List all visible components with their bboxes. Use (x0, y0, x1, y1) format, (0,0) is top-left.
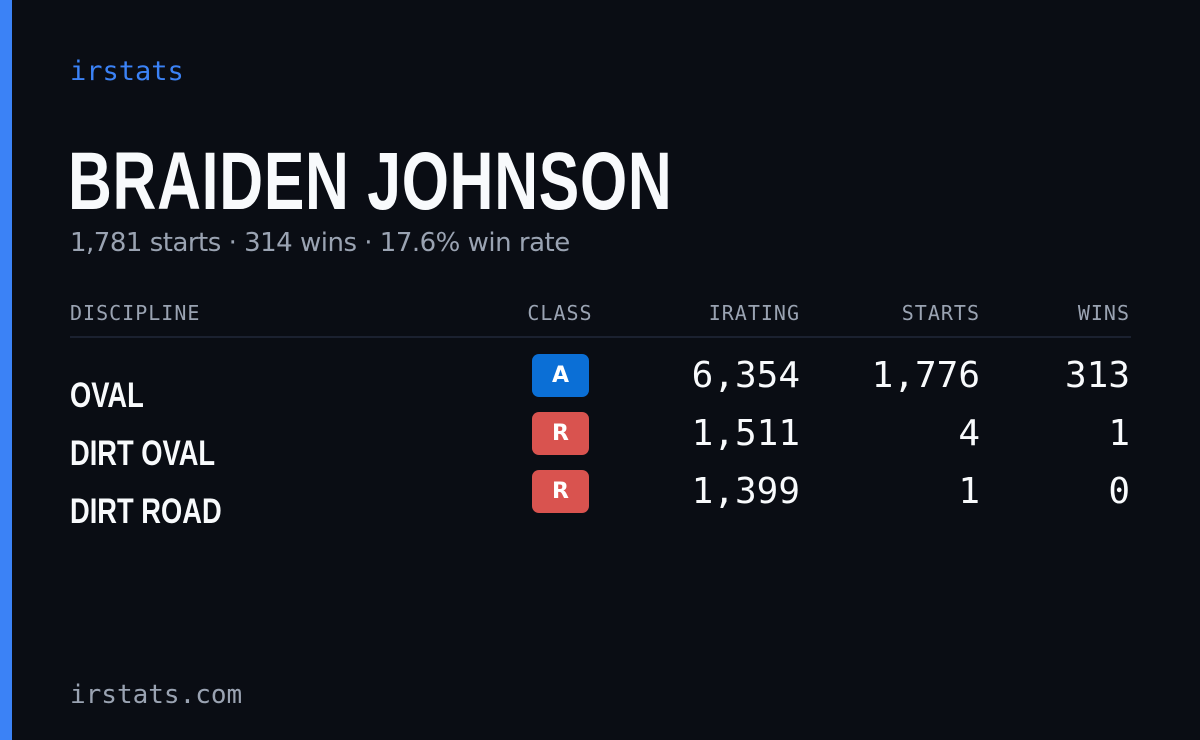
class-badge: A (532, 354, 589, 397)
discipline-name: DIRT OVAL (70, 434, 216, 473)
discipline-name: DIRT ROAD (70, 492, 222, 531)
brand-logo: irstats (70, 56, 184, 87)
header-irating: IRATING (708, 301, 800, 325)
starts-value: 1,776 (871, 355, 980, 396)
header-class-label: CLASS (527, 301, 593, 325)
table-row: OVAL A 6,354 1,776 313 (70, 354, 1131, 415)
table-row: DIRT OVAL R 1,511 4 1 (70, 412, 1131, 473)
wins-value: 1 (1108, 413, 1130, 454)
starts-value: 4 (958, 413, 980, 454)
starts-value: 1 (958, 471, 980, 512)
irating-value: 1,399 (691, 471, 800, 512)
discipline-name: OVAL (70, 376, 144, 415)
header-starts: STARTS (901, 301, 980, 325)
driver-name: BRAIDEN JOHNSON (68, 136, 673, 227)
wins-value: 0 (1108, 471, 1130, 512)
table-header: DISCIPLINE CLASS IRATING STARTS WINS (70, 296, 1131, 338)
header-wins: WINS (1077, 301, 1130, 325)
class-badge: R (532, 470, 589, 513)
irating-value: 1,511 (691, 413, 800, 454)
irating-value: 6,354 (691, 355, 800, 396)
class-badge: R (532, 412, 589, 455)
header-discipline: DISCIPLINE (70, 301, 201, 325)
driver-summary: 1,781 starts · 314 wins · 17.6% win rate (70, 228, 570, 258)
stats-table: DISCIPLINE CLASS IRATING STARTS WINS OVA… (70, 296, 1131, 531)
accent-bar (0, 0, 12, 740)
table-body: OVAL A 6,354 1,776 313 DIRT OVAL R 1,511… (70, 354, 1131, 531)
table-row: DIRT ROAD R 1,399 1 0 (70, 470, 1131, 531)
footer-url: irstats.com (70, 680, 243, 710)
wins-value: 313 (1064, 355, 1130, 396)
